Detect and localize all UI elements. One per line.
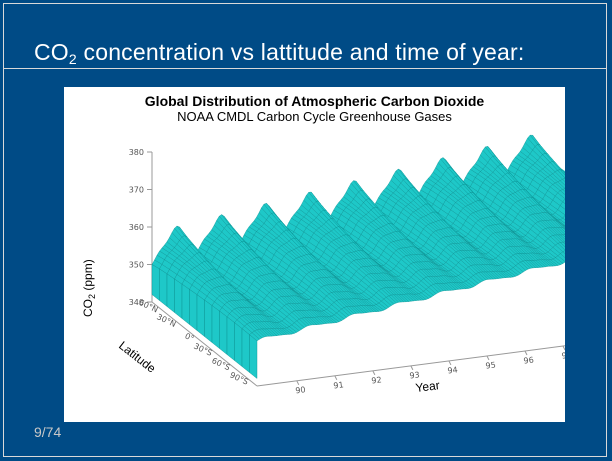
axes-layer (147, 151, 565, 387)
year-tick (372, 370, 376, 376)
year-tick (448, 360, 452, 366)
z-tick-label: 370 (129, 186, 144, 195)
year-tick-label: 96 (523, 355, 534, 365)
surface-skirt-cell (249, 334, 258, 379)
year-tick (524, 350, 528, 356)
slide-title: CO2 concentration vs lattitude and time … (34, 38, 524, 66)
surface-skirt-cell (211, 305, 220, 349)
slide-title-prefix: CO (34, 39, 69, 65)
latitude-tick-label: 30°N (155, 312, 177, 329)
surface-skirt-cell (159, 268, 168, 307)
surface-cell (562, 177, 565, 182)
surface-skirt-cell (234, 322, 243, 367)
z-axis-title-subscript: 2 (87, 294, 97, 299)
surface-skirt-cell (204, 299, 213, 343)
surface-cell (559, 201, 565, 210)
latitude-tick-label: 0° (183, 331, 195, 343)
surface-skirt-cell (241, 328, 250, 373)
surface-cell (560, 251, 565, 258)
surface-cell (562, 215, 565, 221)
x-axis-title: Year (415, 378, 441, 395)
year-tick (562, 345, 565, 351)
surface-skirt-cell (219, 310, 228, 355)
slide-border (3, 3, 607, 457)
year-tick (334, 375, 338, 381)
year-tick-label: 91 (333, 380, 344, 390)
year-tick (410, 365, 414, 371)
surface-cell (562, 198, 565, 204)
latitude-tick-label: 60°N (137, 298, 159, 315)
y-axis-title: Latitude (116, 338, 159, 376)
surface-skirt-cell (174, 278, 183, 319)
z-axis-title: CO2 (ppm) (81, 259, 97, 317)
surface-cell (559, 179, 565, 186)
surface-skirt-cell (189, 289, 198, 331)
year-tick (296, 380, 300, 386)
year-tick-label: 93 (409, 370, 420, 380)
year-axis-line (256, 345, 565, 387)
latitude-tick-label: 90°S (228, 370, 249, 386)
year-tick (486, 355, 490, 361)
latitude-tick-label: 60°S (210, 356, 231, 372)
year-tick-label: 94 (447, 365, 458, 375)
year-tick-label: 90 (295, 385, 306, 395)
z-tick-label: 350 (129, 261, 144, 270)
z-tick-label: 380 (129, 148, 144, 157)
slide-title-suffix: concentration vs lattitude and time of y… (76, 39, 525, 65)
year-tick-label: 97 (561, 350, 565, 360)
year-tick-label: 95 (485, 360, 496, 370)
z-tick-label: 360 (129, 223, 144, 232)
slide-title-subscript: 2 (68, 51, 77, 67)
title-divider (3, 68, 607, 69)
latitude-tick-label: 30°S (192, 342, 213, 358)
surface-skirt-cell (196, 294, 205, 337)
latitude-axis-line (151, 301, 258, 387)
chart-panel: Global Distribution of Atmospheric Carbo… (64, 87, 565, 422)
surface-skirt-cell (166, 273, 175, 313)
chart-subtitle: NOAA CMDL Carbon Cycle Greenhouse Gases (177, 109, 452, 124)
surface-skirt-cell (226, 316, 235, 361)
z-axis-title-suffix: (ppm) (81, 259, 95, 294)
z-axis-title-prefix: CO (81, 299, 95, 317)
page-number: 9/74 (34, 424, 62, 440)
co2-surface-chart: 340 350 360 370 380 60°N30°N 0°30°S60°S90°S 90 9… (81, 134, 565, 395)
surface-cell (559, 189, 565, 195)
surface-skirt-cell (151, 264, 160, 301)
chart-title: Global Distribution of Atmospheric Carbo… (144, 93, 485, 109)
surface-skirt-cell (181, 283, 190, 325)
surface-cell (559, 217, 565, 224)
surface-layer (151, 134, 565, 379)
surface-cell (562, 250, 565, 254)
year-tick-label: 92 (371, 375, 382, 385)
z-tick-label: 340 (129, 298, 144, 307)
